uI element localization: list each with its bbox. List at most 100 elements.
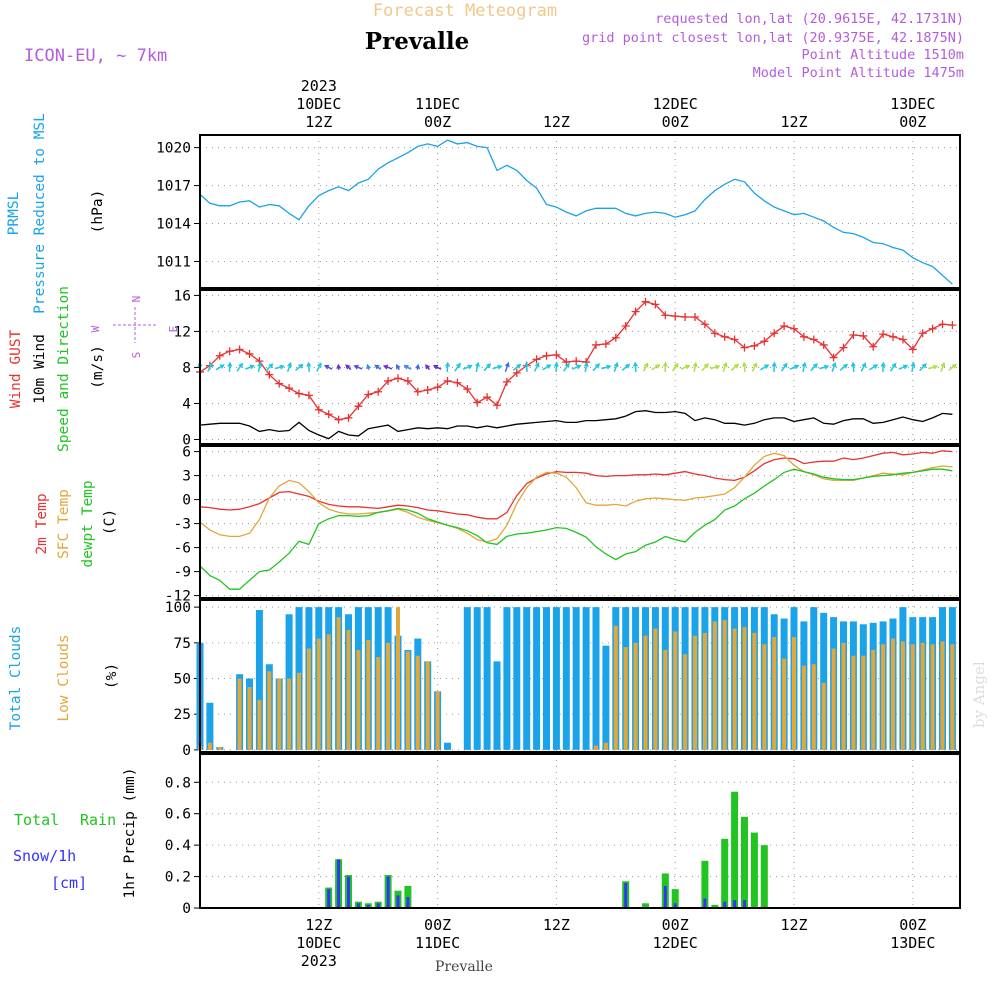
low-cloud-bar	[801, 665, 806, 750]
low-cloud-bar	[633, 642, 638, 750]
footer-location: Prevalle	[435, 959, 493, 975]
panel-label: 10m Wind	[32, 334, 48, 404]
precip-label-cm: [cm]	[51, 874, 87, 892]
wind-arrow	[911, 362, 915, 373]
low-cloud-bar	[277, 678, 282, 750]
total-cloud-bar	[543, 607, 550, 750]
panel-label: Wind GUST	[8, 329, 24, 408]
gust-marker	[314, 405, 323, 414]
low-cloud-bar	[752, 632, 757, 750]
panel-frame	[199, 753, 961, 909]
snow-bar	[376, 903, 380, 908]
low-cloud-bar	[811, 664, 816, 750]
ytick-label: 0.2	[165, 870, 191, 886]
low-cloud-bar	[831, 648, 836, 750]
ytick-label: -6	[174, 541, 191, 557]
wind-arrow-head	[794, 364, 800, 370]
wind-arrow-head	[824, 364, 830, 370]
low-cloud-bar	[207, 742, 212, 750]
low-cloud-bar	[881, 644, 886, 750]
series-line	[199, 468, 953, 590]
wind-arrow	[928, 365, 938, 370]
gust-marker	[542, 351, 551, 360]
low-cloud-bar	[683, 654, 688, 750]
series-line	[199, 450, 953, 520]
wind-arrow	[680, 365, 690, 370]
compass-cross	[113, 307, 157, 343]
low-cloud-bar	[346, 629, 351, 750]
wind-arrow-head	[734, 363, 740, 369]
gust-marker	[572, 357, 581, 366]
gust-marker	[225, 347, 234, 356]
low-cloud-bar	[356, 649, 361, 750]
gust-marker	[770, 329, 779, 338]
panel-label: Pressure Reduced to MSL	[32, 113, 48, 314]
low-cloud-bar	[910, 644, 915, 750]
ytick-label: 8	[182, 360, 191, 376]
gust-marker	[334, 415, 343, 424]
total-cloud-bar	[523, 607, 531, 750]
ytick-label: 6	[182, 445, 191, 461]
wind-arrow-head	[692, 361, 698, 368]
wind-arrow-head	[633, 361, 638, 367]
wind-arrow	[307, 362, 311, 372]
low-cloud-bar	[871, 649, 876, 750]
wind-arrow-head	[662, 361, 668, 367]
total-precip-bar	[741, 816, 748, 908]
precip-label-snow: Snow/1h	[13, 847, 76, 865]
wind-arrow	[839, 364, 848, 371]
gust-marker	[354, 402, 363, 411]
ytick-label: 1017	[156, 179, 191, 195]
wind-arrow	[265, 363, 273, 372]
panels: 1011 1014 1017 1020 PRMSL Pressure Reduced to…	[6, 113, 961, 917]
low-cloud-bar	[663, 649, 668, 750]
low-cloud-bar	[594, 745, 598, 750]
low-cloud-bar	[613, 625, 618, 750]
wind-arrow-head	[504, 361, 510, 368]
ytick-label: 12	[174, 324, 191, 340]
wind-arrow	[948, 364, 957, 371]
total-precip-bar	[711, 904, 719, 908]
low-cloud-bar	[366, 639, 371, 750]
precip-label-total: Total	[14, 811, 59, 829]
gust-marker	[502, 377, 511, 386]
low-cloud-bar	[316, 638, 321, 750]
wind-arrow	[860, 363, 867, 372]
wind-arrow-head	[249, 364, 255, 370]
wind-arrow-head	[366, 363, 371, 370]
wind-arrow-head	[516, 363, 522, 369]
low-cloud-bar	[435, 691, 440, 750]
compass-north: N	[130, 296, 143, 303]
wind-arrow-head	[932, 364, 939, 370]
wind-arrow	[601, 365, 611, 370]
top-tick-label: 13DEC	[890, 95, 935, 113]
gust-marker	[869, 342, 878, 351]
snow-bar	[624, 882, 628, 908]
wind-arrow-head	[279, 364, 285, 370]
low-cloud-bar	[415, 655, 420, 750]
low-cloud-bar	[782, 658, 787, 750]
gust-marker	[750, 341, 759, 350]
gust-marker	[364, 390, 373, 399]
gust-marker	[552, 350, 561, 359]
gust-marker	[780, 322, 789, 331]
low-cloud-bar	[742, 627, 747, 750]
total-cloud-bar	[483, 607, 491, 750]
wind-arrow	[215, 364, 225, 371]
low-cloud-bar	[930, 644, 935, 750]
gust-marker	[324, 410, 333, 419]
total-precip-bar	[721, 838, 729, 908]
gust-marker	[938, 320, 947, 329]
panel-wind: 0 4 8 12 16 Wind GUST 10m Wind Speed and Direct…	[8, 286, 961, 452]
low-cloud-bar	[217, 747, 222, 750]
wind-arrow-head	[445, 361, 451, 367]
top-tick-label: 2023	[301, 77, 337, 95]
wind-arrow	[621, 364, 630, 371]
wind-arrow-head	[842, 363, 849, 369]
ytick-label: 0.4	[165, 838, 191, 854]
bottom-tick-label: 00Z	[899, 916, 926, 934]
total-cloud-bar	[513, 607, 521, 750]
